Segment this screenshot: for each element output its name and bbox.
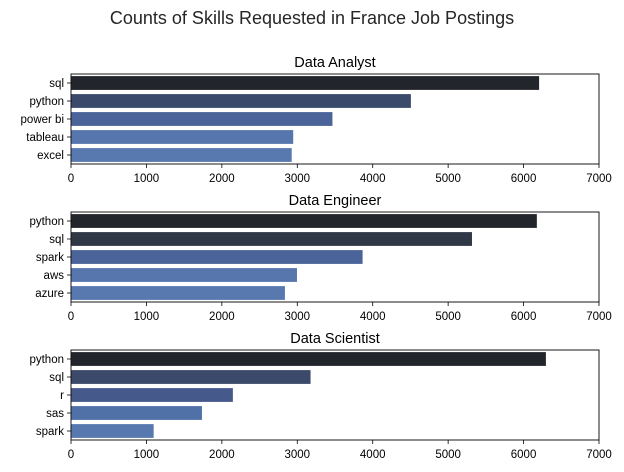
x-tick-label: 6000: [511, 311, 537, 323]
bar: [70, 111, 334, 127]
x-tick-label: 3000: [284, 173, 310, 185]
bar: [70, 75, 540, 91]
x-tick-label: 1000: [134, 173, 160, 185]
y-tick-label: python: [29, 216, 64, 228]
x-tick-label: 1000: [134, 311, 160, 323]
bar: [70, 423, 155, 439]
x-tick-label: 7000: [586, 449, 612, 461]
plot-frame: [70, 349, 600, 441]
y-tick-label: python: [29, 96, 64, 108]
x-tick-label: 2000: [209, 311, 235, 323]
x-tick-label: 0: [68, 449, 74, 461]
panel-title: Data Scientist: [290, 331, 379, 347]
x-tick-label: 4000: [360, 173, 386, 185]
bar: [70, 213, 538, 229]
bar: [70, 285, 286, 301]
plot-frame: [70, 211, 600, 303]
y-tick-label: sql: [49, 372, 64, 384]
x-tick-label: 5000: [435, 173, 461, 185]
x-tick-label: 6000: [511, 173, 537, 185]
x-tick-label: 0: [68, 311, 74, 323]
y-tick-label: aws: [44, 270, 65, 282]
panel-data-engineer: Data Engineer python sql spark aws azure 0 1000…: [29, 193, 611, 323]
x-tick-label: 4000: [360, 311, 386, 323]
chart-panels: Data Analyst sql python power bi tableau exce…: [21, 55, 612, 461]
figure-title: Counts of Skills Requested in France Job…: [110, 8, 514, 28]
bar: [70, 405, 203, 421]
x-tick-label: 3000: [284, 311, 310, 323]
bar: [70, 249, 364, 265]
x-tick-label: 5000: [435, 449, 461, 461]
y-tick-label: python: [29, 354, 64, 366]
y-tick-label: sql: [49, 78, 64, 90]
x-tick-label: 6000: [511, 449, 537, 461]
x-tick-label: 7000: [586, 173, 612, 185]
x-tick-label: 2000: [209, 449, 235, 461]
y-tick-label: r: [60, 390, 64, 402]
panel-title: Data Analyst: [294, 55, 375, 71]
bar: [70, 93, 412, 109]
bar: [70, 387, 234, 403]
panel-title: Data Engineer: [289, 193, 382, 209]
bar: [70, 231, 473, 247]
y-tick-label: excel: [37, 150, 64, 162]
bar: [70, 129, 294, 145]
y-tick-label: spark: [36, 426, 64, 438]
y-tick-label: spark: [36, 252, 64, 264]
x-tick-label: 4000: [360, 449, 386, 461]
x-tick-label: 7000: [586, 311, 612, 323]
x-tick-label: 1000: [134, 449, 160, 461]
bar: [70, 147, 293, 163]
bar: [70, 369, 312, 385]
y-tick-label: azure: [35, 288, 64, 300]
y-tick-label: sql: [49, 234, 64, 246]
y-tick-label: power bi: [21, 114, 64, 126]
plot-frame: [70, 73, 600, 165]
x-tick-label: 5000: [435, 311, 461, 323]
x-tick-label: 0: [68, 173, 74, 185]
y-tick-label: sas: [46, 408, 64, 420]
x-tick-label: 2000: [209, 173, 235, 185]
bar: [70, 351, 547, 367]
panel-data-analyst: Data Analyst sql python power bi tableau exce…: [21, 55, 612, 185]
x-tick-label: 3000: [284, 449, 310, 461]
y-tick-label: tableau: [26, 132, 64, 144]
panel-data-scientist: Data Scientist python sql r sas spark 0 1000 200…: [29, 331, 611, 461]
bar: [70, 267, 298, 283]
